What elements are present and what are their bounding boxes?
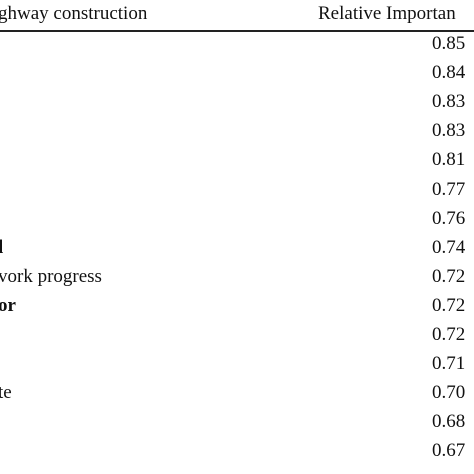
relative-importance-value: 0.72 [432,324,466,345]
table-row: l 0.74 [0,237,474,267]
relative-importance-value: 0.71 [432,353,466,375]
table-header-row: ghway construction Relative Importan [0,0,474,30]
relative-importance-value: 0.83 [432,91,466,113]
header-rule [0,30,474,32]
table-row: 0.67 [0,440,474,470]
table-row: 0.72 [0,324,474,354]
factor-cell: vork progress [0,265,102,287]
relative-importance-value: 0.67 [432,440,466,462]
factor-cell: or [0,294,16,316]
factor-cell: te [0,382,12,404]
relative-importance-value: 0.68 [432,411,466,433]
table-row: 0.71 [0,353,474,383]
header-factor-label: ghway construction [0,3,148,24]
table-row: 0.81 [0,149,474,179]
relative-importance-value: 0.85 [432,33,466,54]
table-row: 0.83 [0,91,474,121]
relative-importance-value: 0.74 [432,236,466,258]
table-row: te 0.70 [0,382,474,412]
relative-importance-value: 0.83 [432,120,466,142]
relative-importance-value: 0.77 [432,178,466,200]
relative-importance-value: 0.84 [432,62,466,84]
relative-importance-value: 0.72 [432,265,466,287]
table-row: 0.77 [0,179,474,209]
relative-importance-value: 0.72 [432,294,466,316]
table-row: or 0.72 [0,295,474,325]
table-row: 0.85 [0,33,474,63]
table-row: 0.76 [0,208,474,238]
table-row: 0.84 [0,62,474,92]
relative-importance-value: 0.76 [432,207,466,229]
table-row: 0.83 [0,120,474,150]
header-relative-importance-label: Relative Importan [318,3,456,24]
table-row: vork progress 0.72 [0,266,474,296]
table-row: 0.68 [0,411,474,441]
relative-importance-value: 0.70 [432,382,466,404]
relative-importance-value: 0.81 [432,149,466,171]
factor-cell: l [0,236,4,258]
